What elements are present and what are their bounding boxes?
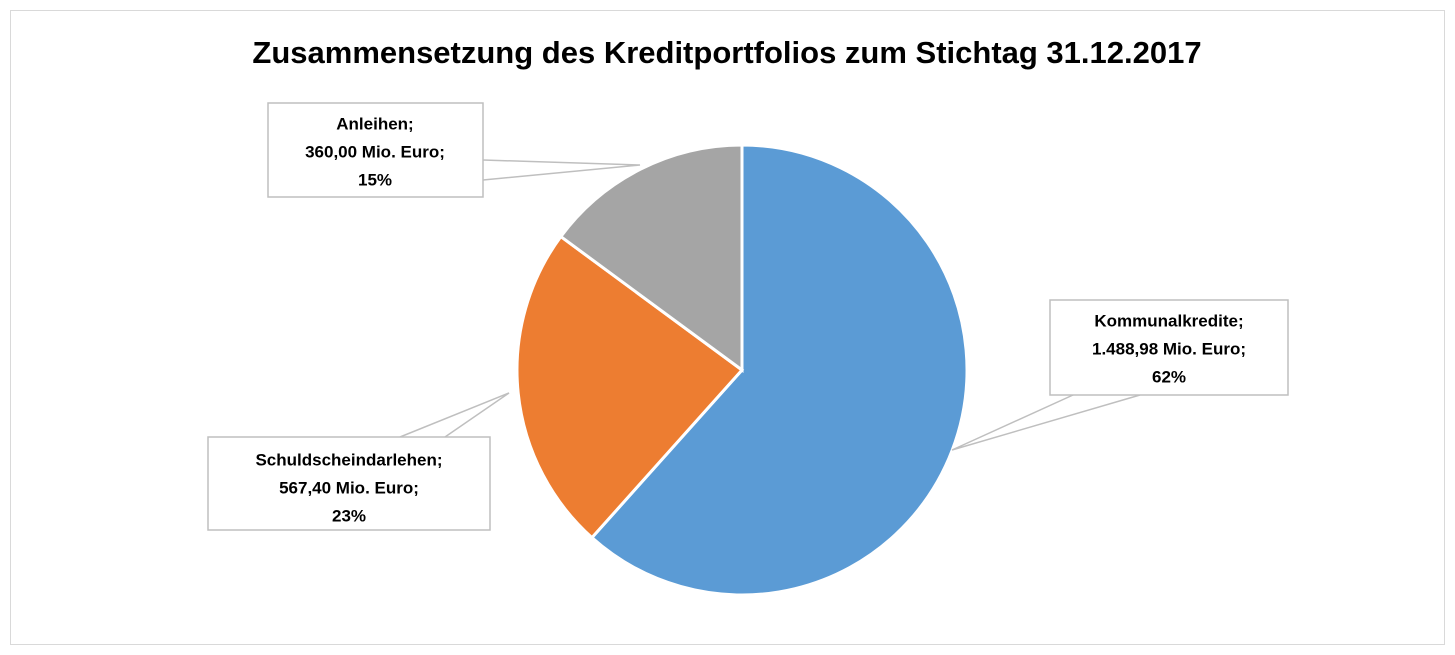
data-label-percent: 62% [1152,367,1186,386]
leader-line [482,159,641,181]
data-label-category: Schuldscheindarlehen; [255,450,442,469]
label-box [267,102,484,198]
data-label-value: 360,00 Mio. Euro; [305,142,445,161]
pie [515,143,969,597]
label-boxes [207,102,1289,531]
label-box [1049,299,1289,396]
data-label-value: 1.488,98 Mio. Euro; [1092,339,1246,358]
leader-line [399,392,510,438]
data-label-percent: 23% [332,506,366,525]
pie-slice [515,234,745,540]
pie-slice [558,143,744,373]
chart-title: Zusammensetzung des Kreditportfolios zum… [252,35,1201,70]
data-label-percent: 15% [358,170,392,189]
data-label-category: Anleihen; [336,114,413,133]
data-label-value: 567,40 Mio. Euro; [279,478,419,497]
data-label-category: Kommunalkredite; [1094,311,1243,330]
label-box [207,436,491,531]
